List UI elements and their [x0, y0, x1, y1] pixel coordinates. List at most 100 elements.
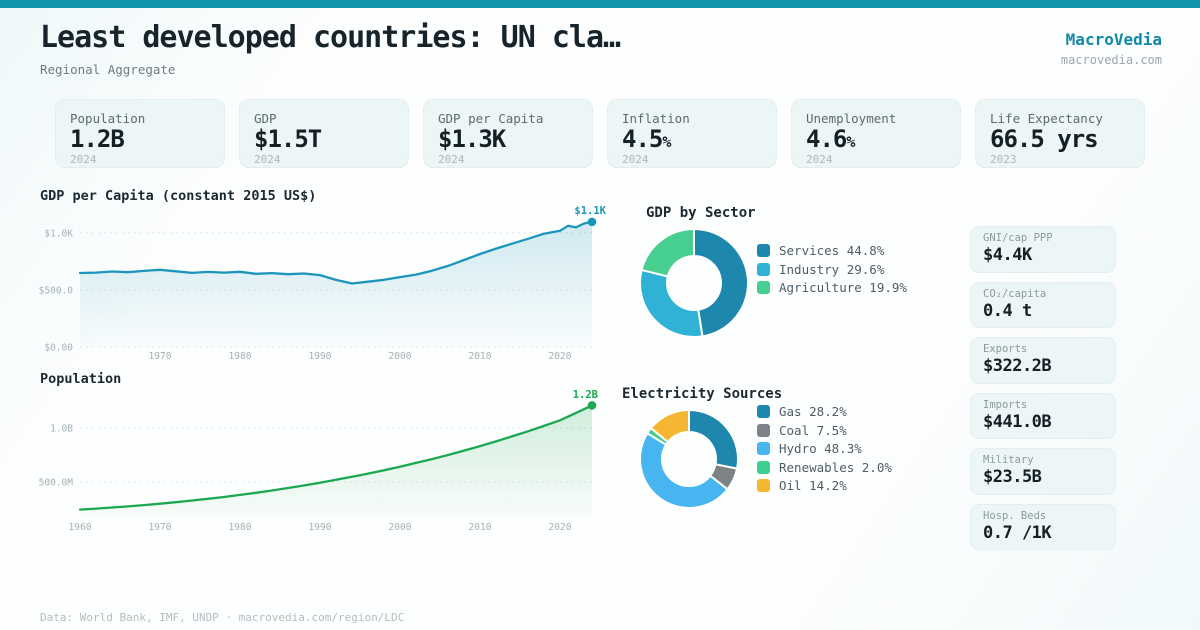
- svg-text:1970: 1970: [149, 351, 172, 362]
- brand-block: MacroVedia macrovedia.com: [1061, 30, 1162, 67]
- legend-swatch: [757, 442, 770, 456]
- legend-swatch: [757, 405, 770, 419]
- brand-site-url: macrovedia.com: [1060, 53, 1162, 67]
- legend-swatch: [757, 479, 770, 493]
- svg-text:500.0M: 500.0M: [39, 477, 74, 488]
- legend-label: Coal 7.5%: [779, 422, 847, 438]
- side-value: 0.4 t: [983, 300, 1032, 321]
- stat-card-gdp-per-capita: GDP per Capita $1.3K 2024: [423, 99, 593, 168]
- svg-text:1980: 1980: [229, 522, 252, 533]
- stat-label: GDP per Capita: [438, 111, 544, 126]
- side-label: Hosp. Beds: [983, 509, 1047, 522]
- legend-swatch: [757, 281, 770, 295]
- legend-item-services: Services 44.8%: [757, 244, 907, 258]
- legend-item-industry: Industry 29.6%: [757, 261, 907, 277]
- stat-year: 2024: [70, 153, 97, 167]
- side-card-hospital-beds: Hosp. Beds 0.7 /1K: [970, 503, 1116, 551]
- stat-year: 2024: [806, 153, 833, 167]
- svg-text:$1.1K: $1.1K: [574, 205, 606, 217]
- stat-card-population: Population 1.2B 2024: [55, 99, 225, 168]
- stat-label: GDP: [254, 111, 277, 126]
- legend-item-coal: Coal 7.5%: [757, 422, 892, 438]
- stat-value: 4.5%: [622, 125, 671, 153]
- stat-label: Population: [70, 111, 146, 126]
- legend-item-renewables: Renewables 2.0%: [757, 459, 892, 475]
- side-label: Exports: [983, 343, 1028, 356]
- legend-label: Services 44.8%: [779, 243, 885, 258]
- legend-swatch: [757, 460, 770, 474]
- stat-value: 1.2B: [70, 125, 125, 153]
- stat-label: Unemployment: [806, 111, 897, 126]
- side-label: Military: [983, 454, 1034, 467]
- svg-text:2000: 2000: [389, 522, 412, 533]
- stat-card-gdp: GDP $1.5T 2024: [239, 99, 409, 168]
- legend-label: Industry 29.6%: [779, 261, 885, 277]
- svg-text:$500.0: $500.0: [39, 285, 74, 296]
- side-card-exports: Exports $322.2B: [970, 337, 1116, 384]
- stat-value: $1.5T: [254, 125, 322, 153]
- stat-card-inflation: Inflation 4.5% 2024: [607, 99, 777, 168]
- stat-value: 4.6%: [806, 125, 855, 153]
- stat-year: 2024: [622, 153, 649, 167]
- gdp-per-capita-line-chart: $1.0K $500.0 $0.00 1970 1980 1990 2000 2010 2020…: [39, 205, 607, 362]
- side-value: $23.5B: [983, 467, 1042, 488]
- legend-item-gas: Gas 28.2%: [757, 405, 892, 419]
- stat-value: 66.5 yrs: [990, 125, 1099, 153]
- legend-label: Renewables 2.0%: [779, 459, 892, 475]
- gdp-by-sector-donut-chart: [639, 228, 749, 338]
- page-subtitle: Regional Aggregate: [40, 62, 176, 77]
- data-source-note: Data: World Bank, IMF, UNDP · macrovedia…: [40, 611, 405, 624]
- side-label: CO₂/capita: [983, 287, 1047, 300]
- electricity-sources-title: Electricity Sources: [622, 386, 783, 402]
- side-card-co2-per-capita: CO₂/capita 0.4 t: [970, 281, 1116, 329]
- side-card-military: Military $23.5B: [970, 448, 1116, 495]
- svg-text:2000: 2000: [389, 351, 412, 362]
- svg-text:1980: 1980: [229, 351, 252, 362]
- electricity-sources-donut-chart: [639, 409, 739, 509]
- legend-swatch: [757, 423, 770, 437]
- stat-card-life-expectancy: Life Expectancy 66.5 yrs 2023: [975, 99, 1145, 168]
- population-line-chart: 1.0B 500.0M 1960 1970 1980 1990 2000 2010 2020 1.…: [39, 389, 598, 533]
- top-accent-bar: [0, 0, 1200, 8]
- side-card-imports: Imports $441.0B: [970, 392, 1116, 440]
- top-stats-row: Population 1.2B 2024 GDP $1.5T 2024 GDP …: [55, 99, 1145, 168]
- legend-item-oil: Oil 14.2%: [757, 479, 892, 493]
- population-chart-title: Population: [40, 371, 122, 387]
- svg-text:$0.00: $0.00: [44, 343, 73, 354]
- svg-text:1990: 1990: [309, 522, 332, 533]
- side-value: $4.4K: [983, 245, 1032, 266]
- stat-value: $1.3K: [438, 125, 506, 153]
- legend-swatch: [757, 262, 770, 276]
- gdp-by-sector-title: GDP by Sector: [646, 205, 756, 221]
- stat-label: Life Expectancy: [990, 111, 1103, 126]
- svg-text:1960: 1960: [69, 522, 92, 533]
- svg-text:$1.0K: $1.0K: [44, 228, 73, 239]
- side-label: GNI/cap PPP: [983, 232, 1053, 244]
- stat-year: 2024: [254, 153, 281, 167]
- side-label: Imports: [983, 398, 1028, 411]
- legend-label: Agriculture 19.9%: [779, 280, 907, 295]
- svg-text:2020: 2020: [549, 522, 572, 533]
- side-value: $441.0B: [983, 411, 1052, 432]
- stat-label: Inflation: [622, 111, 690, 126]
- stat-card-unemployment: Unemployment 4.6% 2024: [791, 99, 961, 168]
- legend-label: Gas 28.2%: [779, 404, 847, 419]
- stat-year: 2023: [990, 153, 1017, 167]
- side-stats-column: GNI/cap PPP $4.4K CO₂/capita 0.4 t Expor…: [970, 226, 1116, 551]
- svg-text:1990: 1990: [309, 351, 332, 362]
- legend-label: Oil 14.2%: [779, 478, 847, 493]
- legend-item-agriculture: Agriculture 19.9%: [757, 281, 907, 295]
- side-card-gni-per-capita-ppp: GNI/cap PPP $4.4K: [970, 226, 1116, 273]
- side-value: 0.7 /1K: [983, 522, 1052, 543]
- svg-text:2020: 2020: [549, 351, 572, 362]
- page-title: Least developed countries: UN cla…: [40, 20, 621, 55]
- gdp-chart-title: GDP per Capita (constant 2015 US$): [40, 188, 317, 204]
- svg-text:2010: 2010: [469, 351, 492, 362]
- electricity-sources-legend: Gas 28.2% Coal 7.5% Hydro 48.3% Renewables …: [757, 405, 892, 493]
- svg-text:1.2B: 1.2B: [573, 389, 598, 401]
- stat-year: 2024: [438, 153, 465, 167]
- brand-name: MacroVedia: [1065, 30, 1162, 49]
- svg-text:2010: 2010: [469, 522, 492, 533]
- svg-text:1.0B: 1.0B: [50, 424, 73, 435]
